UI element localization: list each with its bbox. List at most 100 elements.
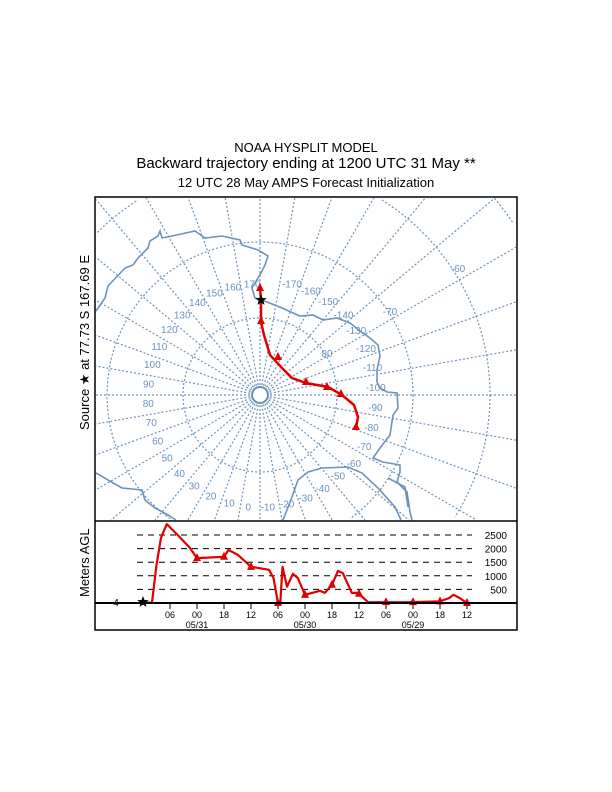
longitude-label: 170: [244, 279, 261, 290]
meridian-line: [154, 402, 255, 521]
longitude-label: 100: [144, 360, 161, 371]
date-label: 05/29: [402, 620, 425, 630]
trajectory-marker: [337, 389, 345, 397]
latitude-circle: [381, 199, 491, 395]
x-tick-label: 18: [327, 610, 337, 620]
y-tick-label: 1000: [485, 572, 508, 583]
longitude-label: 130: [174, 310, 191, 321]
date-label: 05/30: [294, 620, 317, 630]
x-tick-label: 00: [192, 610, 202, 620]
longitude-label: -100: [366, 383, 386, 394]
x-tick-label: 00: [408, 610, 418, 620]
longitude-label: 80: [143, 399, 155, 410]
source-star-icon: [255, 294, 267, 305]
latitude-circle: [493, 197, 515, 225]
longitude-label: 50: [162, 454, 174, 465]
longitude-label: -140: [333, 310, 353, 321]
latitude-circle: [182, 317, 338, 473]
meridian-line: [262, 404, 307, 521]
x-tick-label: 06: [381, 610, 391, 620]
longitude-label: -110: [363, 363, 383, 374]
trajectory-marker: [274, 352, 282, 360]
map-grid: [95, 197, 517, 521]
coastline-segment: [387, 477, 409, 508]
longitude-label: -20: [280, 500, 295, 511]
longitude-label: 150: [206, 289, 223, 300]
coastline-segment: [95, 228, 413, 521]
longitude-label: 140: [189, 298, 206, 309]
latitude-circle: [96, 199, 139, 233]
longitude-label: -10: [261, 503, 276, 514]
x-tick-label: 12: [354, 610, 364, 620]
meridian-line: [95, 334, 251, 393]
meridian-line: [145, 197, 256, 387]
height-source-star-icon: [137, 596, 149, 607]
y-axis-label: Meters AGL: [77, 528, 92, 597]
latitude-circle: [251, 386, 269, 404]
x-tick-label: 06: [273, 610, 283, 620]
y-tick-label: 2000: [485, 545, 508, 556]
longitude-label: 70: [146, 418, 158, 429]
meridian-line: [261, 404, 283, 521]
longitude-label: -80: [364, 423, 379, 434]
longitude-label: -160: [301, 287, 321, 298]
trajectory-marker: [323, 382, 331, 390]
x-tick-label: 18: [219, 610, 229, 620]
longitude-label: -60: [451, 264, 466, 275]
meridian-line: [95, 397, 251, 456]
longitude-label: -130: [346, 326, 366, 337]
longitude-label: -120: [356, 344, 376, 355]
height-marker: [220, 551, 228, 560]
y-tick-label: 500: [490, 585, 507, 596]
coastline: [95, 228, 413, 521]
x-tick-label: 06: [165, 610, 175, 620]
trajectory-marker: [302, 377, 310, 385]
date-label: 05/31: [186, 620, 209, 630]
initialization-subtitle: 12 UTC 28 May AMPS Forecast Initializati…: [177, 175, 435, 190]
meridian-line: [95, 399, 252, 491]
height-marker: [328, 579, 336, 588]
meridian-line: [95, 299, 252, 391]
longitude-label: -30: [298, 493, 313, 504]
height-marker: [247, 561, 255, 570]
longitude-label: -70: [357, 442, 372, 453]
x-tick-label: 00: [300, 610, 310, 620]
meridian-line: [95, 256, 253, 390]
latitude-circle: [106, 241, 414, 520]
meridian-line: [265, 197, 426, 388]
longitude-label: 0: [246, 502, 252, 513]
longitude-label: 60: [152, 437, 164, 448]
x-tick-label: 12: [462, 610, 472, 620]
longitude-label: -50: [331, 472, 346, 483]
height-marker: [193, 553, 201, 562]
height-marker: [301, 589, 309, 598]
trajectory-title: Backward trajectory ending at 1200 UTC 3…: [136, 155, 476, 172]
coastline-segment: [95, 472, 177, 521]
meridian-line: [262, 197, 333, 386]
latitude-label: 80: [321, 349, 333, 360]
meridian-line: [267, 400, 410, 521]
height-marker: [355, 588, 363, 597]
longitude-label: -90: [368, 403, 383, 414]
y-tick-label: 1500: [485, 558, 508, 569]
x-tick-label: 18: [435, 610, 445, 620]
trajectory-marker: [352, 422, 360, 430]
longitude-label: -150: [318, 297, 338, 308]
meridian-line: [187, 197, 258, 386]
longitude-label: 40: [174, 469, 186, 480]
longitude-label: 10: [224, 499, 236, 510]
longitude-label: 110: [151, 342, 167, 353]
longitude-label: 160: [225, 282, 242, 293]
meridian-line: [265, 402, 366, 521]
meridian-line: [269, 349, 517, 394]
latitude-circle: [454, 395, 491, 518]
longitude-label: -60: [347, 459, 362, 470]
model-title: NOAA HYSPLIT MODEL: [234, 140, 378, 155]
meridian-line: [110, 400, 253, 521]
x-tick-label: 12: [246, 610, 256, 620]
longitude-label: -70: [383, 307, 398, 318]
meridian-line: [95, 365, 251, 394]
meridian-line: [237, 404, 259, 521]
trajectory-marker: [256, 283, 264, 291]
